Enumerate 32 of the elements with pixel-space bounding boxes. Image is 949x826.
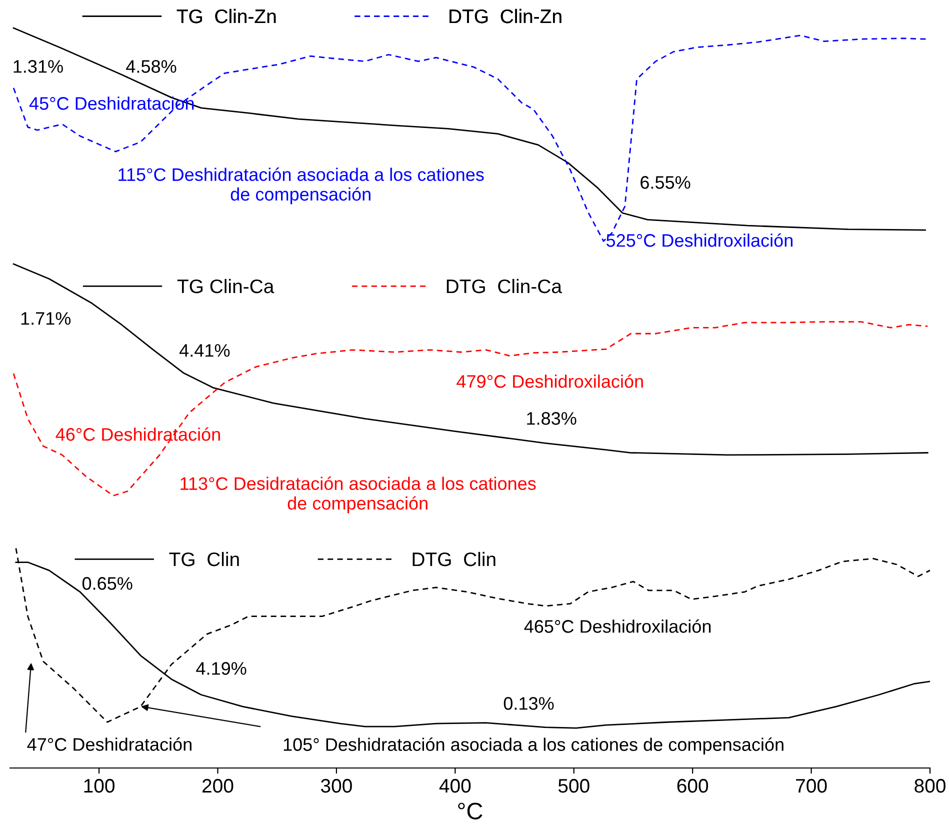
x-axis-title: °C bbox=[458, 802, 482, 820]
legend-label: DTG Clin-Zn bbox=[450, 8, 562, 24]
annotation: 4.41% bbox=[180, 344, 230, 357]
legend-label: DTG Clin-Ca bbox=[446, 278, 562, 294]
annotation: 525°C Deshidroxilación bbox=[606, 233, 792, 247]
legend-label: TG Clin-Zn bbox=[176, 8, 276, 24]
annotation: 0.65% bbox=[82, 577, 132, 590]
annotation: 4.19% bbox=[196, 662, 246, 675]
x-tick-label: 400 bbox=[439, 778, 471, 793]
x-tick-label: 100 bbox=[84, 778, 114, 793]
annotation: 1.31% bbox=[14, 60, 63, 73]
annotation: 465°C Deshidroxilación bbox=[524, 619, 711, 633]
annotation: 4.58% bbox=[126, 60, 176, 73]
x-tick-label: 800 bbox=[914, 778, 946, 793]
annotation: 113°C Desidratación asociada a los cationes de compensación bbox=[180, 476, 536, 514]
x-tick-label: 600 bbox=[677, 778, 708, 793]
annotation: 1.71% bbox=[21, 312, 71, 325]
x-tick-label: 700 bbox=[796, 778, 827, 793]
x-tick-label: 500 bbox=[558, 778, 590, 793]
legend-label: TG Clin-Ca bbox=[177, 278, 274, 294]
x-tick-label: 300 bbox=[320, 778, 352, 793]
annotation: 47°C Deshidratación bbox=[27, 737, 192, 751]
annotation: 115°C Deshidratación asociada a los cationes de compensación bbox=[118, 168, 484, 204]
annotation: 6.55% bbox=[640, 176, 690, 189]
legend-label: DTG Clin bbox=[412, 552, 496, 566]
x-tick-label: 200 bbox=[202, 778, 234, 793]
annotation: 1.83% bbox=[527, 412, 576, 425]
annotation: 479°C Deshidroxilación bbox=[456, 374, 643, 388]
annotation: 46°C Deshidratación bbox=[56, 427, 220, 441]
annotation: 105° Deshidratación asociada a los cationes de compensación bbox=[284, 737, 784, 755]
legend-label: TG Clin bbox=[169, 552, 239, 566]
annotation: 0.13% bbox=[504, 697, 554, 710]
